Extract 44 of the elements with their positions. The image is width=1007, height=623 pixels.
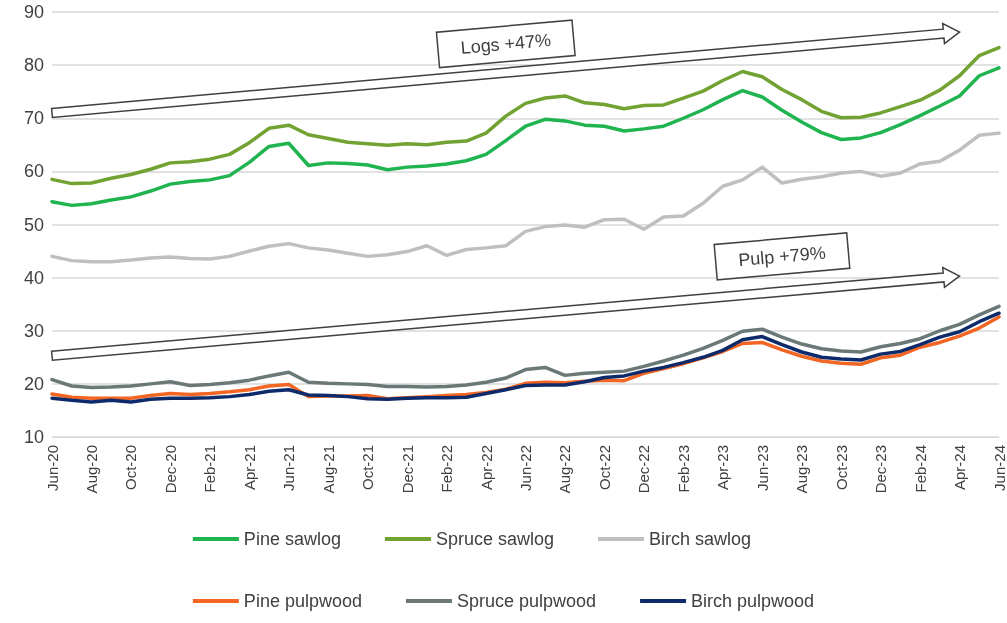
- x-tick-label: Feb-21: [201, 445, 219, 493]
- y-tick-label: 60: [23, 161, 44, 182]
- legend-label: Birch pulpwood: [691, 591, 815, 611]
- line-series: [50, 304, 1001, 390]
- x-tick-label: Aug-21: [319, 445, 337, 494]
- y-tick-label: 20: [23, 373, 44, 394]
- x-tick-label: Oct-23: [832, 445, 850, 491]
- x-tick-label: Jun-24: [990, 445, 1007, 491]
- x-tick-label: Oct-22: [595, 445, 613, 491]
- line-series: [50, 66, 1001, 208]
- x-tick-label: Feb-24: [911, 445, 929, 493]
- x-tick-label: Apr-21: [240, 445, 258, 491]
- x-tick-label: Dec-21: [398, 445, 416, 494]
- x-tick-label: Apr-22: [477, 445, 495, 491]
- legend-label: Birch sawlog: [648, 529, 752, 549]
- x-tick-label: Aug-22: [556, 445, 574, 494]
- x-tick-label: Jun-22: [517, 445, 534, 491]
- y-tick-label: 90: [23, 2, 44, 22]
- x-tick-label: Feb-23: [674, 445, 692, 493]
- y-tick-label: 40: [23, 267, 44, 288]
- x-tick-label: Dec-23: [872, 445, 890, 494]
- x-tick-label: Aug-20: [82, 445, 100, 494]
- x-tick-label: Apr-23: [714, 445, 732, 491]
- annotation: Logs +47%: [459, 29, 552, 58]
- x-tick-label: Dec-22: [635, 445, 653, 494]
- y-tick-label: 10: [23, 427, 44, 447]
- legend-label: Pine sawlog: [243, 529, 341, 549]
- x-tick-label: Jun-21: [280, 445, 298, 491]
- y-tick-label: 70: [23, 108, 44, 129]
- x-tick-label: Dec-20: [161, 445, 179, 494]
- x-tick-label: Aug-23: [793, 445, 811, 494]
- y-tick-label: 30: [23, 320, 44, 341]
- legend-label: Pine pulpwood: [243, 591, 362, 611]
- x-tick-label: Oct-21: [359, 445, 377, 491]
- y-tick-label: 50: [23, 214, 44, 235]
- x-tick-label: Apr-24: [951, 445, 969, 491]
- legend-label: Spruce sawlog: [435, 529, 555, 549]
- x-tick-label: Jun-23: [753, 445, 771, 491]
- x-tick-label: Oct-20: [122, 445, 140, 491]
- legend-label: Spruce pulpwood: [456, 591, 597, 611]
- annotation: Pulp +79%: [737, 242, 827, 271]
- x-tick-label: Feb-22: [438, 445, 456, 493]
- y-tick-label: 80: [23, 55, 44, 76]
- x-tick-label: Jun-20: [43, 445, 61, 491]
